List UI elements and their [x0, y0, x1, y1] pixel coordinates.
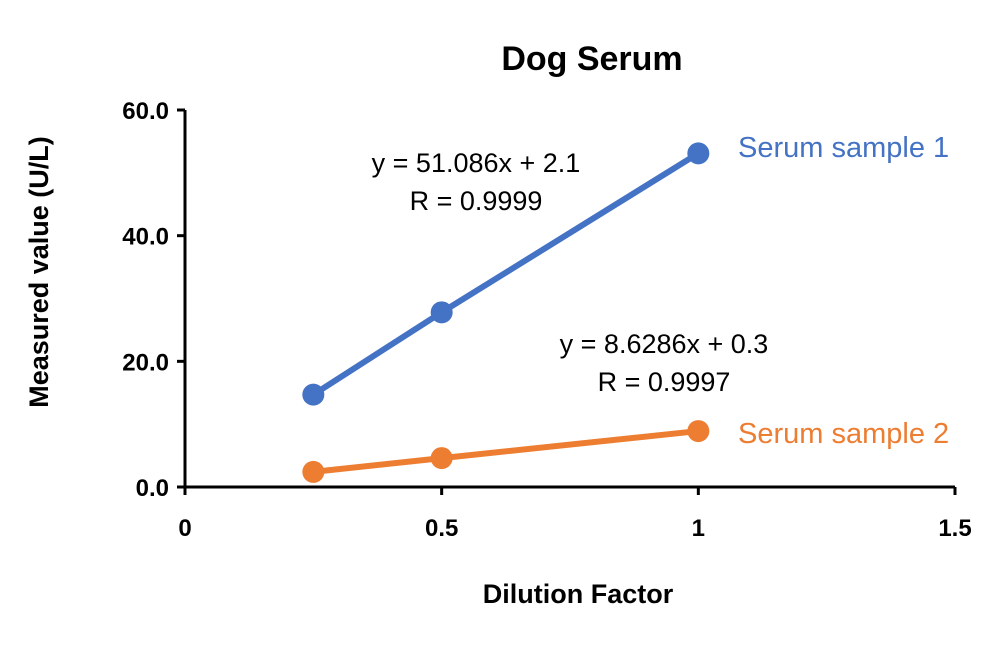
y-axis-label: Measured value (U/L) — [24, 136, 54, 408]
x-tick-label: 0.5 — [425, 515, 458, 542]
series-1-equation: y = 51.086x + 2.1 — [372, 148, 581, 178]
x-axis-label: Dilution Factor — [483, 579, 674, 609]
series-2-point — [430, 447, 453, 470]
chart-title: Dog Serum — [501, 40, 682, 78]
series-2-annotation: y = 8.6286x + 0.3 R = 0.9997 — [560, 329, 769, 397]
y-ticks: 0.0 20.0 40.0 60.0 — [122, 98, 185, 502]
x-tick-label: 1.5 — [938, 515, 971, 542]
series-layer — [302, 142, 710, 483]
series-1-point — [430, 301, 453, 324]
series-1-label: Serum sample 1 — [738, 132, 949, 164]
series-2 — [302, 420, 710, 483]
x-ticks: 0 0.5 1 1.5 — [178, 487, 972, 542]
series-1-point — [302, 383, 325, 406]
series-2-equation: y = 8.6286x + 0.3 — [560, 329, 769, 359]
series-1 — [302, 142, 710, 406]
x-tick-label: 0 — [178, 515, 191, 542]
series-2-point — [687, 420, 710, 443]
series-2-r-value: R = 0.9997 — [598, 367, 731, 397]
series-2-label: Serum sample 2 — [738, 418, 949, 450]
series-2-line — [310, 428, 702, 475]
axes — [183, 110, 955, 489]
y-tick-label: 60.0 — [122, 98, 169, 125]
y-tick-label: 20.0 — [122, 349, 169, 376]
x-tick-label: 1 — [692, 515, 705, 542]
series-1-r-value: R = 0.9999 — [410, 186, 543, 216]
series-2-point — [302, 460, 325, 483]
series-1-point — [687, 142, 710, 165]
y-tick-label: 40.0 — [122, 224, 169, 251]
y-tick-label: 0.0 — [136, 475, 169, 502]
series-1-annotation: y = 51.086x + 2.1 R = 0.9999 — [372, 148, 581, 216]
